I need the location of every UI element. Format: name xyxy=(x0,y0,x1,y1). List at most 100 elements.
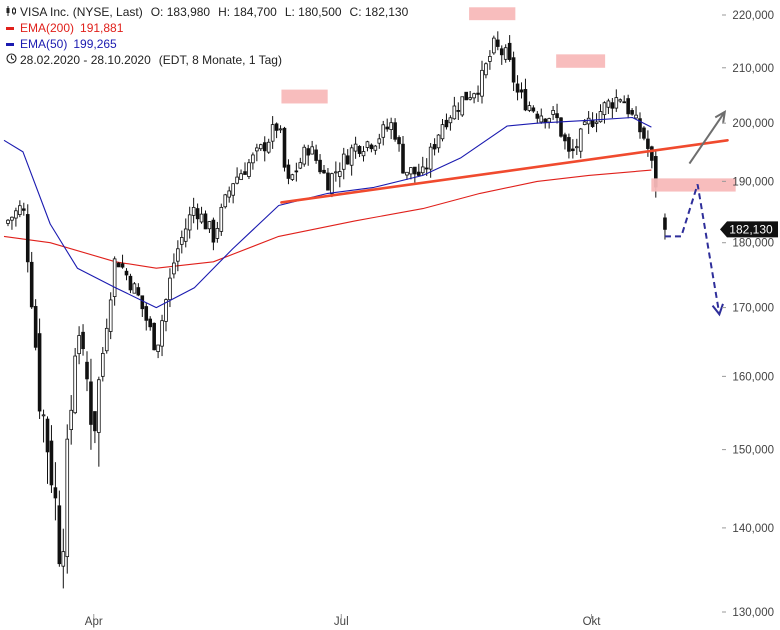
legend-ema200-row: EMA(200) 191,881 xyxy=(6,20,408,36)
candle-body xyxy=(57,505,62,565)
candle-body xyxy=(203,213,208,230)
candle-body xyxy=(45,418,50,453)
y-tick-label: 150,000 xyxy=(732,445,774,457)
candle-body xyxy=(61,551,66,567)
candle-body xyxy=(618,99,623,102)
candle-body xyxy=(341,153,346,170)
candle-body xyxy=(25,214,30,263)
candle-body xyxy=(626,98,630,115)
candle-body xyxy=(448,117,453,124)
candle-body xyxy=(29,261,34,308)
candle-body xyxy=(223,194,228,208)
candle-body xyxy=(634,114,638,119)
candle-body xyxy=(381,124,386,138)
candle-body xyxy=(646,138,650,149)
forecast-arrow-head xyxy=(711,303,724,317)
candle-body xyxy=(436,134,441,149)
candle-body xyxy=(49,440,54,486)
ema50-line-layer xyxy=(3,116,652,309)
candle-body xyxy=(89,381,93,425)
y-tick-label: 210,000 xyxy=(732,63,774,75)
candle-body xyxy=(409,167,413,175)
candle-body xyxy=(401,143,405,174)
candle-body xyxy=(251,154,255,164)
candle-body xyxy=(492,37,496,54)
candle-body xyxy=(65,438,70,558)
bullish-arrow-head xyxy=(714,109,727,123)
legend-period-detail: (EDT, 8 Monate, 1 Tag) xyxy=(158,53,282,67)
candle-body xyxy=(21,208,26,211)
ema200-line-layer xyxy=(3,169,652,269)
legend-ema200-value: 191,881 xyxy=(80,21,124,35)
candlestick-icon xyxy=(6,4,20,20)
candle-body xyxy=(120,263,125,268)
candle-body xyxy=(393,122,397,140)
candle-body xyxy=(488,56,492,62)
support-trendline xyxy=(280,139,729,204)
legend-ema50-value: 199,265 xyxy=(73,37,117,51)
annotation-layer xyxy=(280,7,736,317)
candle-body xyxy=(650,146,654,161)
candle-body xyxy=(535,113,540,119)
forecast-path xyxy=(664,184,721,315)
candle-body xyxy=(322,169,326,174)
candle-body xyxy=(318,159,322,173)
candle-body xyxy=(116,262,121,268)
y-tick-label: 190,000 xyxy=(732,176,774,188)
candle-body xyxy=(432,144,437,150)
candle-body xyxy=(144,306,149,321)
candle-body xyxy=(132,283,137,294)
resistance-zone xyxy=(281,89,328,104)
candle-body xyxy=(519,89,524,93)
candle-body xyxy=(6,219,10,224)
candle-body xyxy=(555,113,559,119)
candle-body xyxy=(168,277,172,301)
candle-body xyxy=(464,91,468,101)
candle-body xyxy=(452,105,457,120)
candle-body xyxy=(183,228,188,242)
legend-instrument-title: VISA Inc. (NYSE, Last) xyxy=(20,5,143,19)
candle-body xyxy=(136,287,141,296)
candle-body xyxy=(104,327,109,352)
candle-body xyxy=(610,102,615,109)
candle-body xyxy=(235,176,239,184)
candle-body xyxy=(385,126,389,130)
candle-body xyxy=(172,262,176,275)
candle-body xyxy=(389,122,393,130)
y-tick-label: 130,000 xyxy=(732,607,774,619)
candle-body xyxy=(326,172,330,191)
candle-body xyxy=(53,487,58,499)
candle-body xyxy=(231,183,235,196)
candle-body xyxy=(594,121,599,124)
candle-body xyxy=(361,151,366,157)
bullish-arrow-shaft xyxy=(688,111,726,165)
candle-body xyxy=(539,115,544,123)
candle-body xyxy=(101,353,105,377)
candle-body xyxy=(337,171,342,177)
candle-body xyxy=(124,270,129,276)
y-tick-label: 170,000 xyxy=(732,303,774,315)
candle-body xyxy=(227,190,232,198)
legend-close: C: 182,130 xyxy=(349,5,409,19)
candle-body xyxy=(148,318,153,328)
candle-body xyxy=(523,89,528,111)
candle-body xyxy=(247,162,251,177)
candle-body xyxy=(531,107,536,112)
candle-body xyxy=(195,208,200,220)
candle-body xyxy=(41,414,46,417)
candle-body xyxy=(365,141,370,148)
candle-body xyxy=(511,57,516,83)
candle-body xyxy=(499,48,504,56)
candle-body xyxy=(334,171,338,174)
candle-body xyxy=(243,171,247,175)
candle-body xyxy=(306,148,310,156)
y-axis: 220,000 210,000 200,000 190,000 180,000 170,0… xyxy=(722,10,774,619)
x-tick-label: Jul xyxy=(334,616,349,628)
candle-body xyxy=(156,344,160,352)
candle-body xyxy=(424,167,429,170)
candlestick-series xyxy=(6,31,667,589)
candle-body xyxy=(77,335,81,355)
candle-body xyxy=(614,97,619,109)
candle-body xyxy=(420,166,425,174)
candle-body xyxy=(369,144,374,150)
